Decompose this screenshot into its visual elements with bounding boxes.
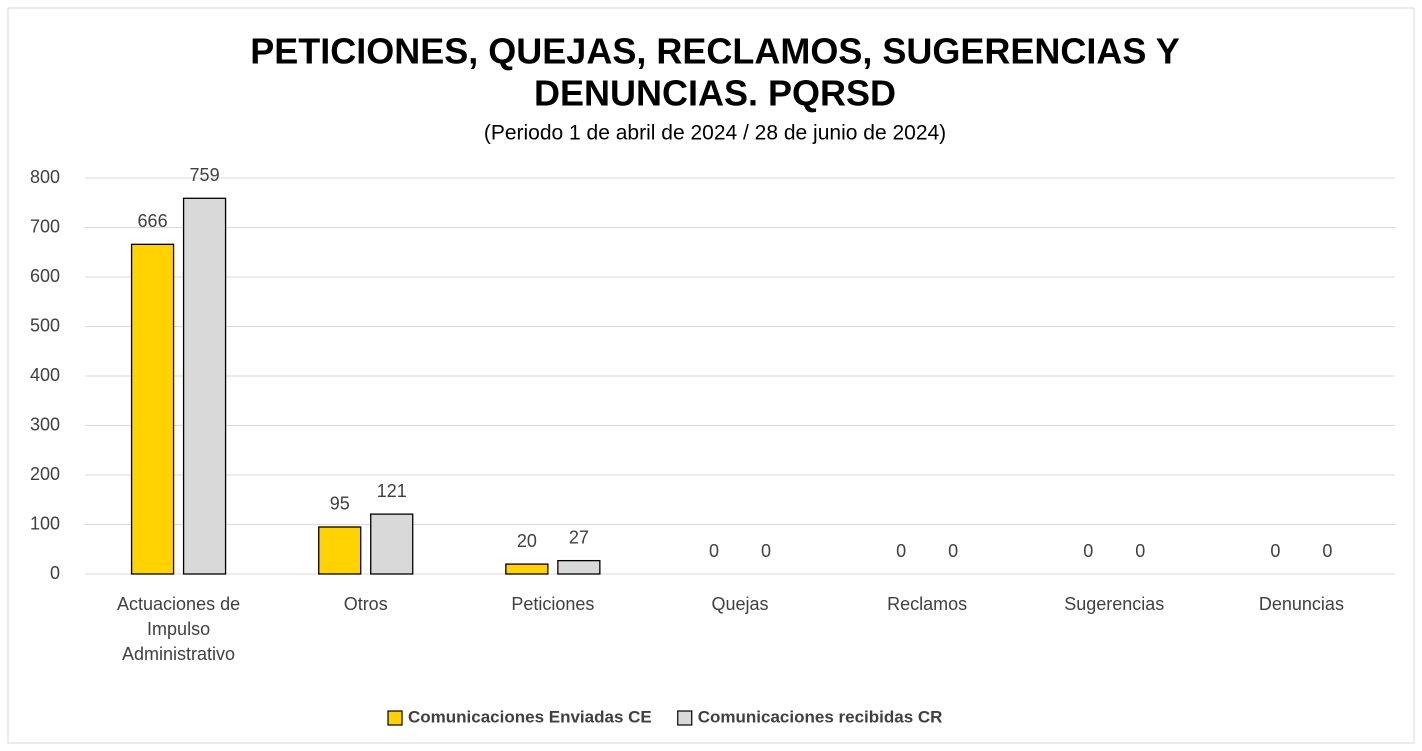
chart-title: PETICIONES, QUEJAS, RECLAMOS, SUGERENCIA… [250,31,1180,72]
x-tick-label: Reclamos [887,594,968,614]
legend-swatch [677,710,693,726]
y-tick-label: 400 [30,365,60,385]
data-label: 0 [896,541,906,561]
bar [130,243,175,575]
data-label: 0 [761,541,771,561]
data-label: 0 [948,541,958,561]
y-tick-label: 600 [30,266,60,286]
legend-label: Comunicaciones Enviadas CE [408,707,652,726]
x-tick-label: Quejas [711,594,769,614]
y-tick-label: 100 [30,513,60,533]
y-tick-label: 800 [30,167,60,187]
x-tick-label: Otros [343,594,388,614]
y-tick-label: 300 [30,414,60,434]
x-tick-label: Actuaciones de Impulso Administrativo [117,594,241,664]
data-label: 0 [1083,541,1093,561]
x-tick-label: Sugerencias [1064,594,1165,614]
y-tick-label: 200 [30,464,60,484]
bar [318,526,362,575]
bar [182,197,227,575]
x-tick-label: Peticiones [511,594,595,614]
data-label: 0 [1135,541,1145,561]
chart-title: DENUNCIAS. PQRSD [534,73,896,114]
data-label: 0 [1322,541,1332,561]
data-label: 20 [517,531,537,551]
data-label: 121 [377,481,407,501]
bar [505,563,549,575]
x-tick-label: Denuncias [1258,594,1344,614]
y-tick-label: 500 [30,315,60,335]
bar [370,513,414,575]
data-label: 27 [569,527,589,547]
data-label: 759 [190,165,220,185]
data-label: 0 [1270,541,1280,561]
chart-subtitle: (Periodo 1 de abril de 2024 / 28 de juni… [484,122,946,145]
y-tick-label: 0 [50,563,60,583]
data-label: 666 [138,211,168,231]
data-label: 95 [330,494,350,514]
legend-label: Comunicaciones recibidas CR [698,707,943,726]
bar [557,559,601,575]
legend-swatch [387,710,403,726]
y-tick-label: 700 [30,216,60,236]
data-label: 0 [709,541,719,561]
